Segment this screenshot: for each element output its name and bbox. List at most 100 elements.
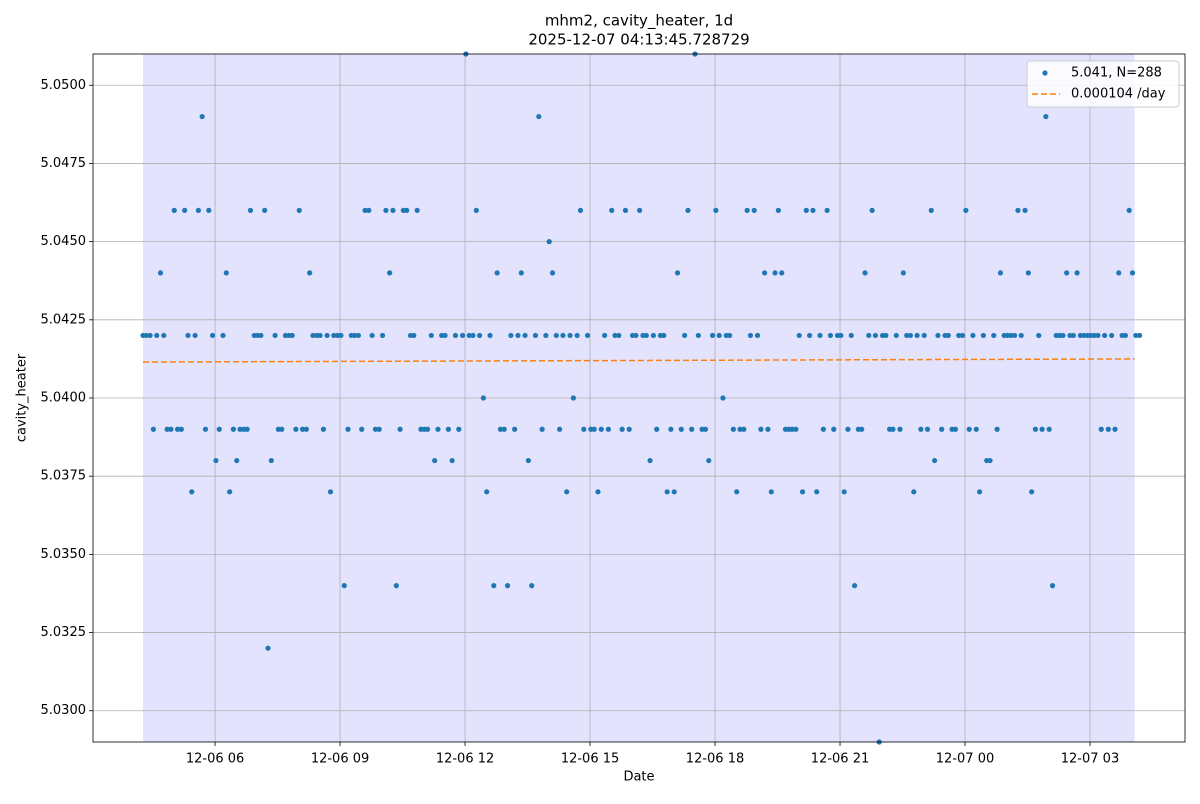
data-point bbox=[824, 207, 830, 213]
data-point bbox=[661, 332, 667, 339]
data-point bbox=[765, 426, 771, 432]
data-point bbox=[456, 426, 462, 432]
data-point bbox=[171, 207, 177, 213]
data-point bbox=[557, 426, 563, 432]
data-point bbox=[689, 426, 695, 432]
data-point bbox=[164, 426, 170, 432]
data-point bbox=[932, 457, 938, 464]
data-point bbox=[147, 332, 153, 339]
data-point bbox=[754, 332, 761, 339]
data-point bbox=[654, 426, 660, 432]
y-tick-label: 5.0475 bbox=[41, 156, 87, 171]
data-point bbox=[921, 332, 927, 339]
chart-title: mhm2, cavity_heater, 1d bbox=[545, 12, 733, 31]
y-tick-label: 5.0375 bbox=[41, 469, 87, 484]
data-point bbox=[1126, 207, 1132, 213]
data-point bbox=[376, 426, 382, 432]
data-point bbox=[584, 332, 591, 339]
data-point bbox=[1081, 332, 1087, 339]
data-point bbox=[515, 332, 521, 339]
data-point bbox=[1091, 332, 1097, 339]
data-point bbox=[497, 426, 504, 432]
data-point bbox=[963, 207, 969, 213]
y-tick-label: 5.0500 bbox=[41, 78, 87, 93]
data-point bbox=[296, 207, 302, 213]
data-point bbox=[727, 332, 733, 339]
data-point bbox=[449, 457, 455, 464]
data-point bbox=[1064, 270, 1070, 276]
data-point bbox=[869, 207, 875, 213]
data-point bbox=[470, 332, 476, 339]
data-point bbox=[574, 332, 580, 339]
data-point bbox=[372, 426, 379, 432]
data-point bbox=[1060, 332, 1066, 339]
data-point bbox=[539, 426, 545, 432]
x-tick-label: 12-07 00 bbox=[936, 752, 994, 767]
data-point bbox=[307, 270, 313, 276]
data-point bbox=[1074, 270, 1080, 276]
data-point bbox=[525, 457, 531, 464]
data-point bbox=[741, 426, 747, 432]
data-point bbox=[810, 207, 816, 213]
data-point bbox=[484, 489, 490, 495]
data-point bbox=[442, 332, 448, 339]
data-point bbox=[289, 332, 295, 339]
data-point bbox=[213, 457, 219, 464]
data-point bbox=[695, 332, 701, 339]
data-point bbox=[428, 332, 434, 339]
data-point bbox=[466, 332, 472, 339]
data-point bbox=[195, 207, 202, 213]
x-tick-label: 12-06 15 bbox=[561, 752, 619, 767]
data-point bbox=[272, 332, 278, 339]
x-tick-label: 12-07 03 bbox=[1061, 752, 1119, 767]
data-point bbox=[595, 489, 601, 495]
data-point bbox=[393, 583, 399, 589]
data-point bbox=[570, 395, 576, 401]
data-point bbox=[230, 426, 237, 432]
data-point bbox=[827, 332, 834, 339]
data-point bbox=[1011, 332, 1018, 339]
data-point bbox=[952, 426, 959, 432]
data-point bbox=[747, 332, 754, 339]
data-point bbox=[796, 332, 802, 339]
data-point bbox=[914, 332, 920, 339]
data-point bbox=[244, 426, 250, 432]
data-point bbox=[803, 207, 809, 213]
data-point bbox=[234, 457, 240, 464]
data-point bbox=[890, 426, 896, 432]
data-point bbox=[279, 426, 285, 432]
data-point bbox=[685, 207, 691, 213]
data-point bbox=[491, 583, 497, 589]
data-point bbox=[206, 207, 212, 213]
data-point bbox=[1025, 270, 1031, 276]
data-point bbox=[820, 426, 826, 432]
data-point bbox=[762, 270, 768, 276]
data-point bbox=[199, 113, 205, 120]
data-point bbox=[338, 332, 344, 339]
x-tick-label: 12-06 18 bbox=[686, 752, 744, 767]
data-point bbox=[647, 457, 653, 464]
data-point bbox=[966, 426, 972, 432]
data-point bbox=[265, 645, 271, 651]
data-point bbox=[650, 332, 656, 339]
data-point bbox=[432, 457, 438, 464]
data-point bbox=[1122, 332, 1129, 339]
data-point bbox=[883, 332, 889, 339]
data-point bbox=[331, 332, 337, 339]
data-point bbox=[959, 332, 966, 339]
data-point bbox=[1098, 426, 1104, 432]
x-tick-label: 12-06 21 bbox=[811, 752, 869, 767]
data-point bbox=[862, 270, 868, 276]
data-point bbox=[841, 489, 847, 495]
data-point bbox=[1109, 332, 1115, 339]
data-point bbox=[935, 332, 941, 339]
data-point bbox=[1095, 332, 1101, 339]
data-point bbox=[202, 426, 209, 432]
data-point bbox=[424, 426, 431, 432]
y-tick-label: 5.0425 bbox=[41, 312, 87, 327]
data-point bbox=[980, 332, 986, 339]
data-point bbox=[848, 332, 854, 339]
data-point bbox=[473, 207, 479, 213]
data-point bbox=[702, 426, 709, 432]
data-point bbox=[678, 426, 684, 432]
